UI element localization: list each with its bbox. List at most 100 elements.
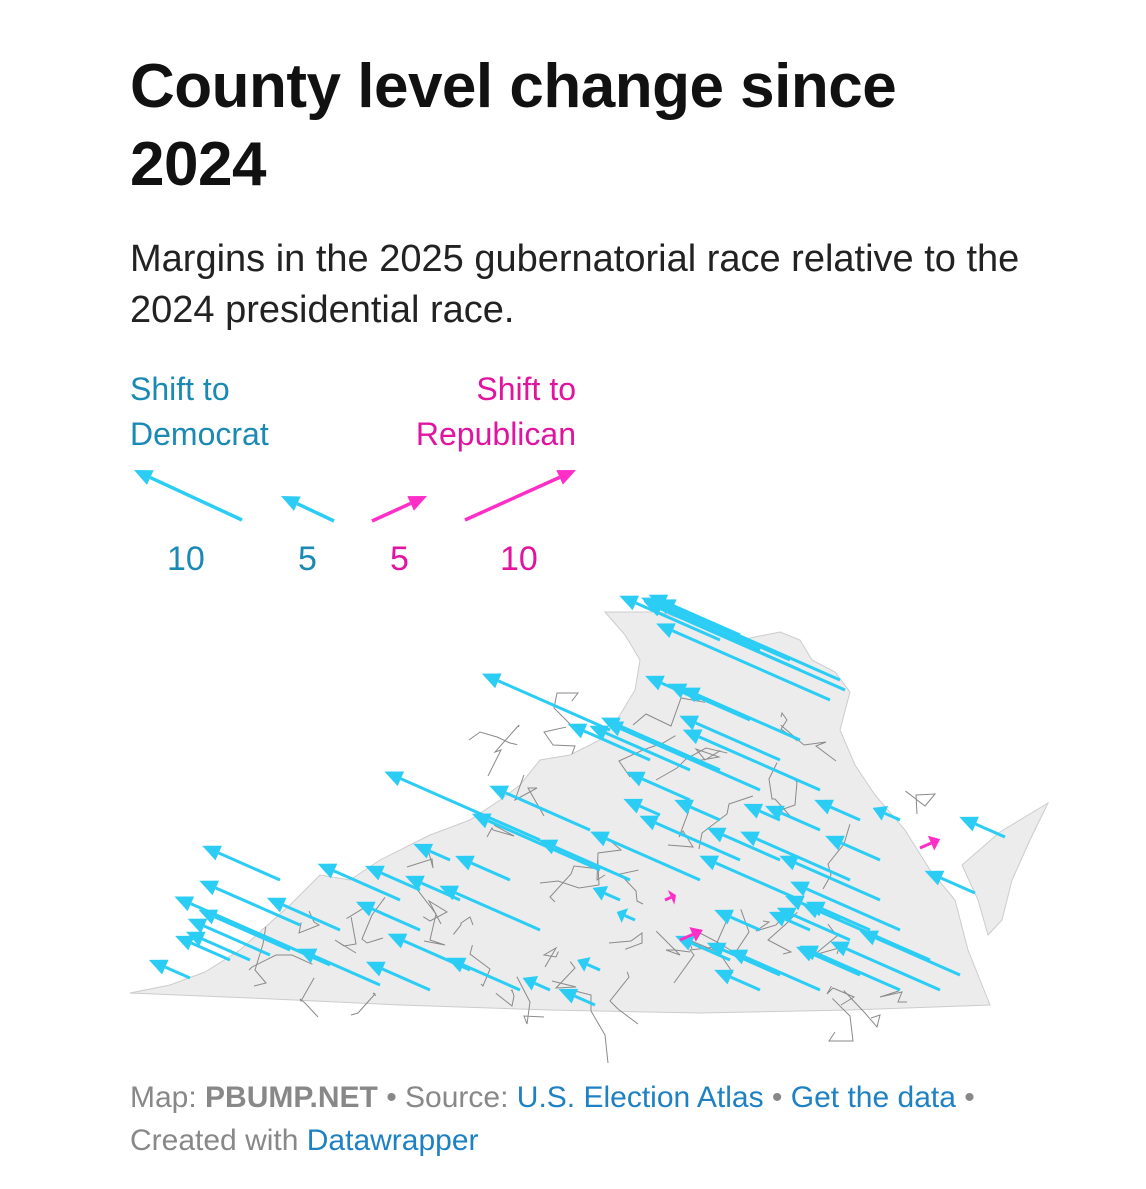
shift-arrow-dem-head	[202, 845, 222, 861]
shift-arrow-dem	[656, 603, 761, 652]
shift-arrow-dem	[884, 811, 901, 822]
shift-arrow-dem-head	[522, 976, 539, 991]
shift-arrow-dem-head	[592, 886, 609, 901]
shift-arrow-dem-head	[199, 880, 220, 896]
shift-arrow-dem-head	[765, 805, 785, 821]
shift-arrow-dem	[668, 605, 791, 662]
shift-arrow-dem	[333, 869, 401, 902]
shift-arrow-dem	[420, 881, 461, 902]
shift-arrow-dem	[215, 886, 301, 927]
shift-arrow-rep	[664, 895, 672, 902]
shift-arrow-dem	[940, 876, 976, 895]
shift-arrow-dem-head	[743, 803, 764, 819]
shift-arrow-dem	[830, 805, 861, 822]
shift-arrow-dem-head	[667, 683, 688, 699]
shift-arrow-dem-head	[830, 941, 850, 957]
county-border	[826, 985, 856, 1006]
legend-dem-line1: Shift to	[130, 371, 230, 407]
shift-arrow-dem	[554, 845, 631, 882]
shift-arrow-dem	[201, 937, 251, 962]
shift-arrow-dem-head	[768, 911, 789, 927]
virginia-mainland	[129, 611, 991, 1014]
shift-arrow-dem	[800, 901, 841, 922]
shift-arrow-dem-head	[959, 816, 979, 832]
shift-arrow-dem-head	[790, 881, 810, 897]
county-border	[905, 790, 937, 815]
footer-separator: •	[964, 1081, 975, 1114]
shift-arrow-dem-head	[625, 771, 646, 787]
legend-scale-dem-5: 5	[298, 540, 317, 578]
county-border	[822, 824, 851, 890]
shift-arrow-dem	[218, 851, 281, 882]
shift-arrow-dem-head	[814, 799, 834, 815]
shift-arrow-rep	[919, 841, 932, 850]
legend-arrow-dem-10-head	[134, 470, 154, 485]
shift-arrow-dem	[780, 811, 821, 832]
shift-arrow-dem	[371, 907, 421, 932]
shift-arrow-dem-head	[601, 717, 621, 733]
shift-arrow-rep-head	[927, 835, 941, 851]
shift-arrow-dem	[696, 693, 801, 742]
shift-arrow-dem	[815, 951, 901, 992]
shift-arrow-dem	[664, 600, 741, 637]
shift-arrow-dem	[583, 729, 651, 762]
shift-arrow-dem	[616, 723, 721, 772]
county-border	[516, 976, 545, 1025]
legend-scale-rep-10: 10	[500, 540, 538, 578]
shift-arrow-dem-head	[619, 595, 640, 611]
county-border	[843, 990, 881, 1029]
shift-arrow-dem	[620, 727, 761, 792]
legend-arrow-rep-10	[464, 475, 561, 522]
shift-arrow-dem-head	[714, 909, 734, 925]
county-border	[248, 954, 313, 971]
county-border	[468, 731, 518, 746]
shift-arrow-dem-head	[674, 799, 694, 815]
shift-arrow-dem	[795, 861, 881, 902]
shift-arrow-dem-head	[779, 855, 800, 871]
shift-arrow-dem-head	[365, 865, 385, 881]
legend-arrow-rep-5-head	[407, 496, 427, 511]
legend-scale-rep-5: 5	[390, 540, 409, 578]
shift-arrow-dem	[730, 975, 761, 992]
chart-title: County level change since 2024	[130, 52, 897, 199]
legend-dem-line2: Democrat	[130, 416, 269, 452]
datawrapper-link[interactable]: Datawrapper	[306, 1124, 479, 1157]
shift-arrow-dem	[586, 963, 601, 972]
county-border	[609, 971, 639, 1025]
shift-arrow-dem	[639, 804, 661, 817]
shift-arrow-dem	[715, 861, 801, 902]
virginia-eastern-shore	[961, 801, 1050, 936]
shift-arrow-dem	[574, 994, 596, 1007]
legend-arrow-dem-10	[149, 475, 243, 522]
source-link[interactable]: U.S. Election Atlas	[516, 1081, 764, 1114]
shift-arrow-dem-head	[355, 901, 376, 917]
shift-arrow-dem	[190, 941, 231, 962]
county-border	[655, 930, 691, 956]
county-border	[551, 961, 577, 989]
shift-arrow-dem	[975, 822, 1006, 839]
shift-arrow-dem-head	[558, 988, 579, 1004]
shift-arrow-dem	[811, 952, 861, 977]
legend-arrow-rep-10-head	[556, 470, 576, 485]
shift-arrow-dem	[690, 941, 731, 962]
shift-arrow-dem	[759, 809, 781, 822]
shift-arrow-dem-head	[471, 813, 492, 829]
county-border	[571, 989, 609, 1064]
shift-arrow-dem-head	[567, 723, 588, 739]
shift-arrow-dem-head	[645, 675, 665, 691]
shift-arrow-dem	[505, 791, 591, 832]
county-border	[487, 724, 520, 777]
county-border	[486, 824, 515, 838]
shift-arrow-dem	[605, 731, 691, 772]
get-data-link[interactable]: Get the data	[790, 1081, 956, 1114]
legend-arrow-dem-5-head	[281, 496, 301, 511]
shift-arrow-dem	[840, 841, 881, 862]
shift-arrow-dem-head	[413, 843, 434, 859]
shift-arrow-dem-head	[740, 831, 760, 847]
shift-arrow-dem	[730, 915, 761, 932]
shift-arrow-dem-head	[656, 623, 676, 639]
legend-arrow-dem-5	[296, 502, 335, 523]
footer: Map: PBUMP.NET • Source: U.S. Election A…	[130, 1076, 1070, 1162]
shift-arrow-dem	[722, 833, 781, 862]
